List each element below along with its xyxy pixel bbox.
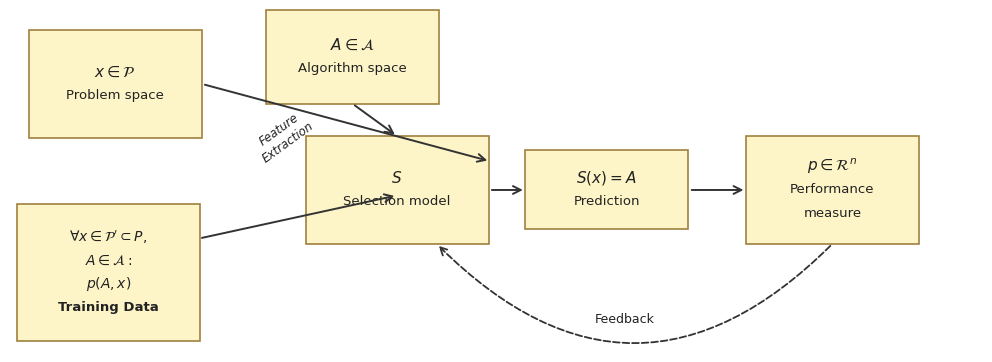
Text: $A \in \mathcal{A}$: $A \in \mathcal{A}$: [330, 38, 375, 53]
FancyBboxPatch shape: [306, 136, 489, 244]
Text: $\forall x \in \mathcal{P}' \subset P,$: $\forall x \in \mathcal{P}' \subset P,$: [69, 229, 147, 246]
FancyBboxPatch shape: [29, 30, 201, 138]
Text: $S(x) = A$: $S(x) = A$: [576, 169, 637, 187]
FancyBboxPatch shape: [746, 136, 919, 244]
Text: $p(A, x)$: $p(A, x)$: [85, 275, 131, 293]
FancyBboxPatch shape: [266, 10, 439, 104]
Text: Problem space: Problem space: [66, 89, 164, 102]
Text: Prediction: Prediction: [573, 195, 640, 208]
Text: $x \in \mathcal{P}$: $x \in \mathcal{P}$: [94, 65, 136, 80]
Text: $A \in \mathcal{A}:$: $A \in \mathcal{A}:$: [84, 254, 132, 268]
Text: Selection model: Selection model: [343, 195, 450, 208]
Text: $p \in \mathcal{R}^n$: $p \in \mathcal{R}^n$: [807, 157, 857, 176]
Text: Training Data: Training Data: [58, 301, 159, 314]
Text: measure: measure: [804, 207, 861, 220]
Text: $S$: $S$: [392, 170, 403, 186]
Text: Performance: Performance: [790, 184, 875, 197]
Text: Feature
Extraction: Feature Extraction: [251, 107, 315, 165]
Text: Feedback: Feedback: [594, 313, 655, 326]
FancyBboxPatch shape: [525, 151, 688, 230]
FancyBboxPatch shape: [17, 205, 199, 341]
Text: Algorithm space: Algorithm space: [299, 62, 407, 75]
